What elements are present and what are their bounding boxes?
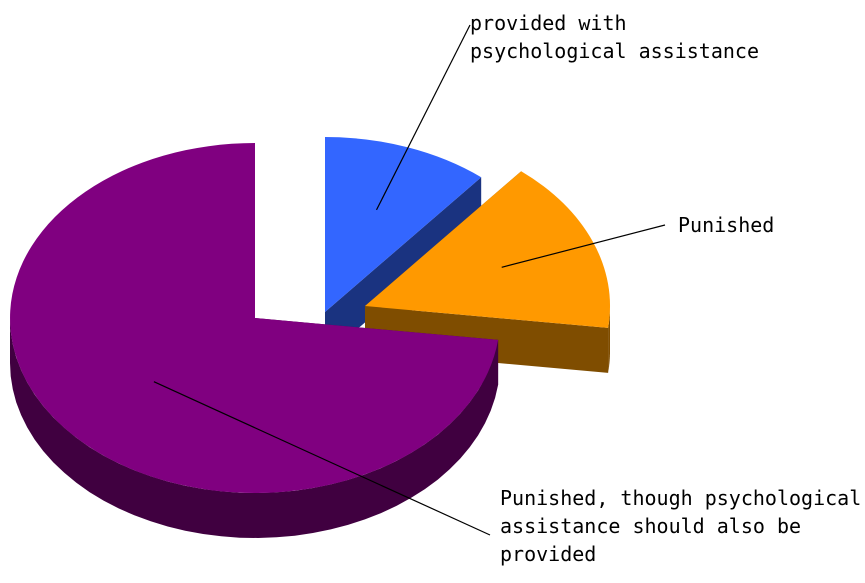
slice-label-line: provided: [500, 542, 596, 566]
slice-wall-provided-with-psychological-assistance-1: [325, 177, 482, 357]
slice-label-line: Punished: [678, 213, 774, 237]
slice-side-punished: [608, 306, 610, 373]
slice-label-line: psychological assistance: [470, 39, 759, 63]
slice-provided-with-psychological-assistance: [325, 137, 482, 357]
slice-punished: [365, 171, 611, 373]
slice-label-line: provided with: [470, 11, 627, 35]
leader-line-provided-with-psychological-assistance: [375, 24, 471, 211]
slice-top-punished: [365, 171, 611, 328]
leader-line-punished-though-psychological-assistance-should-also-be-provided: [153, 381, 491, 536]
slice-label-punished-though-psychological-assistance-should-also-be-provided: Punished, though psychological assistance…: [500, 486, 861, 566]
pie-slices: [10, 137, 611, 538]
slice-label-punished: Punished: [678, 213, 774, 237]
slice-label-line: assistance should also be: [500, 514, 801, 538]
slice-labels: provided with psychological assistance Pun…: [153, 11, 861, 566]
slice-top-provided-with-psychological-assistance: [325, 137, 482, 312]
slice-label-provided-with-psychological-assistance: provided with psychological assistance: [470, 11, 759, 63]
slice-label-line: Punished, though psychological: [500, 486, 861, 510]
slice-top-punished-though-psychological-assistance-should-also-be-provided: [10, 143, 499, 493]
leader-line-punished: [501, 224, 666, 268]
